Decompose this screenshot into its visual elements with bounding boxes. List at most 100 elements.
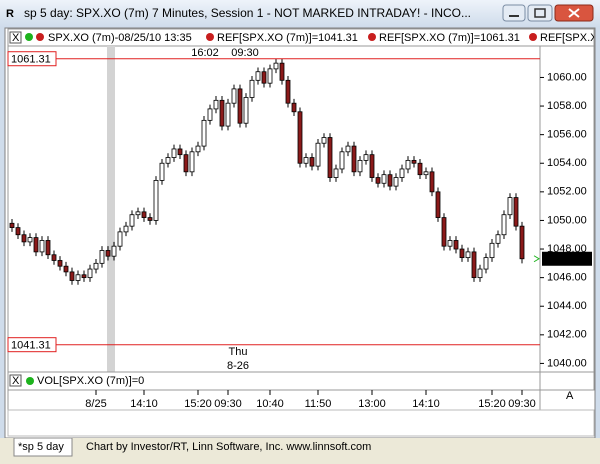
x-tick-label: 14:10 — [412, 398, 440, 410]
candle-body — [501, 214, 507, 236]
sheet-tab-label: *sp 5 day — [18, 441, 64, 453]
price-panel — [7, 45, 541, 373]
minimize-button[interactable] — [502, 4, 526, 22]
legend-dot — [529, 33, 537, 41]
y-tick-label: 1044.00 — [547, 300, 587, 312]
candle-body — [291, 102, 297, 113]
candle-body — [213, 99, 219, 110]
candle-body — [27, 237, 33, 243]
candle-body — [351, 145, 357, 173]
candle-body — [153, 180, 159, 221]
x-tick-label: 15:20 — [184, 398, 212, 410]
reference-label-box — [7, 51, 57, 67]
reference-label: 1061.31 — [11, 54, 51, 66]
candle-body — [249, 79, 255, 98]
legend-dot — [36, 33, 44, 41]
candle-body — [345, 145, 351, 153]
candle-body — [33, 237, 39, 253]
candle-body — [285, 79, 291, 104]
volume-legend: VOL[SPX.XO (7m)]=0 — [37, 375, 144, 387]
title-bar — [0, 0, 600, 27]
session-separator — [107, 46, 115, 410]
x-tick-label: 09:30 — [508, 398, 536, 410]
candle-body — [63, 265, 69, 273]
candle-body — [327, 137, 333, 178]
legend: SPX.XO (7m)-08/25/10 13:35 REF[SPX.XO (7… — [25, 32, 600, 44]
candle-body — [423, 171, 429, 176]
y-tick-label: 1052.00 — [547, 186, 587, 198]
candle-body — [237, 88, 243, 124]
candle-body — [201, 119, 207, 147]
candle-body — [507, 197, 513, 216]
candle-body — [207, 108, 213, 121]
candle-body — [51, 254, 57, 261]
candle-body — [447, 240, 453, 247]
candle-body — [453, 240, 459, 250]
candle-body — [267, 68, 273, 84]
close-icon — [568, 8, 580, 18]
y-tick-label: 1054.00 — [547, 157, 587, 169]
maximize-button[interactable] — [527, 4, 553, 22]
candle-body — [195, 145, 201, 153]
candle-body — [129, 214, 135, 227]
x-tick-label: 14:10 — [130, 398, 158, 410]
last-price-label: 1047.32 — [546, 254, 586, 266]
legend-item: REF[SPX.XO (7m)]=1041.31 — [217, 32, 358, 44]
legend-item: REF[SPX.XO (7m) — [540, 32, 600, 44]
x-tick-label: 11:50 — [305, 398, 332, 410]
status-bar — [0, 438, 600, 464]
candle-body — [459, 248, 465, 259]
candle-body — [105, 250, 111, 257]
legend-close-x: X — [12, 32, 20, 44]
y-tick-label: 1058.00 — [547, 100, 587, 112]
candle-body — [471, 251, 477, 279]
candle-body — [363, 154, 369, 161]
last-price-arrow — [533, 255, 540, 263]
candle-body — [513, 197, 519, 227]
volume-axis-label: A — [566, 390, 574, 402]
candle-body — [117, 231, 123, 247]
sheet-tab[interactable] — [13, 437, 73, 457]
legend-close-box[interactable] — [9, 31, 22, 44]
candle-body — [339, 151, 345, 170]
candle-body — [123, 225, 129, 233]
candle-body — [417, 162, 423, 176]
candle-body — [9, 222, 15, 228]
y-tick-label: 1056.00 — [547, 129, 587, 141]
candle-body — [477, 268, 483, 279]
volume-close-box[interactable] — [9, 374, 22, 387]
reference-label: 1041.31 — [11, 340, 51, 352]
candle-body — [183, 154, 189, 173]
maximize-icon — [534, 8, 546, 18]
candle-body — [255, 71, 261, 81]
y-tick-label: 1042.00 — [547, 329, 587, 341]
legend-item: SPX.XO (7m)-08/25/10 13:35 — [48, 32, 192, 44]
candle-body — [483, 257, 489, 270]
candle-body — [93, 262, 99, 270]
candle-body — [381, 174, 387, 184]
candle-body — [141, 211, 147, 218]
volume-axis — [539, 371, 595, 391]
candle-body — [69, 271, 75, 281]
legend-dot — [25, 33, 33, 41]
candle-body — [495, 234, 501, 244]
candle-body — [489, 242, 495, 259]
candle-body — [315, 142, 321, 167]
x-tick-label: 13:00 — [358, 398, 386, 410]
candle-body — [231, 88, 237, 104]
volume-close-x: X — [12, 375, 20, 387]
window-buttons — [502, 4, 594, 22]
candle-body — [81, 274, 87, 279]
candle-body — [435, 191, 441, 218]
annotation: 8-26 — [227, 360, 249, 372]
candle-body — [21, 234, 27, 243]
plot — [9, 58, 525, 285]
candle-body — [171, 148, 177, 158]
candle-body — [357, 159, 363, 173]
legend-item: REF[SPX.XO (7m)]=1061.31 — [379, 32, 520, 44]
price-axis — [539, 45, 595, 373]
candle-body — [297, 111, 303, 164]
candle-body — [165, 157, 171, 164]
